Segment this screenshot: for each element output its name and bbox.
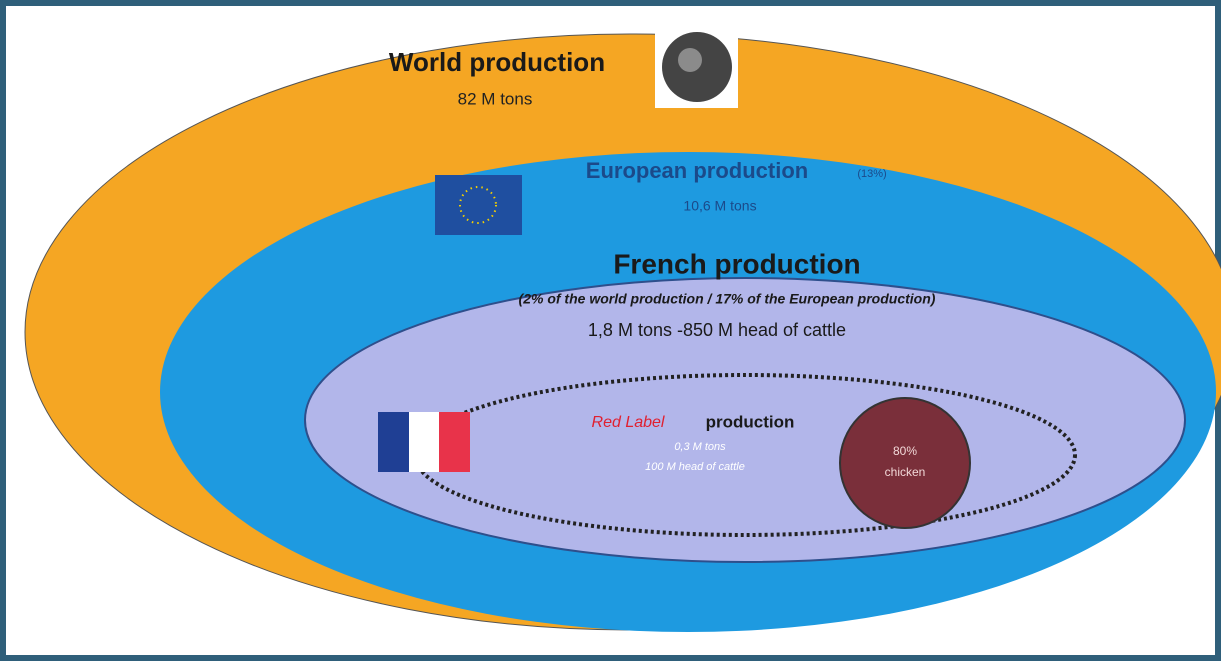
- page: World production 82 M tons European prod…: [0, 0, 1221, 661]
- eu-flag: [435, 175, 522, 235]
- chicken-circle: [840, 398, 970, 528]
- fr-flag-red: [439, 412, 470, 472]
- france-amount: 1,8 M tons -850 M head of cattle: [588, 320, 846, 340]
- world-amount: 82 M tons: [458, 89, 533, 108]
- france-note: (2% of the world production / 17% of the…: [519, 291, 936, 307]
- world-title: World production: [389, 47, 605, 77]
- europe-title: European production: [586, 158, 808, 183]
- france-title: French production: [613, 248, 860, 279]
- europe-share: (13%): [857, 168, 886, 180]
- fr-flag-blue: [378, 412, 409, 472]
- globe-spot: [678, 48, 702, 72]
- chicken-label: chicken: [885, 465, 926, 479]
- chicken-share: 80%: [893, 444, 917, 458]
- fr-flag-white: [409, 412, 439, 472]
- red-label-cattle: 100 M head of cattle: [645, 461, 745, 473]
- red-label-title: production: [706, 412, 795, 431]
- diagram: World production 82 M tons European prod…: [0, 0, 1221, 661]
- europe-amount: 10,6 M tons: [683, 198, 756, 214]
- red-label-amount: 0,3 M tons: [674, 441, 726, 453]
- red-label-name: Red Label: [592, 414, 665, 431]
